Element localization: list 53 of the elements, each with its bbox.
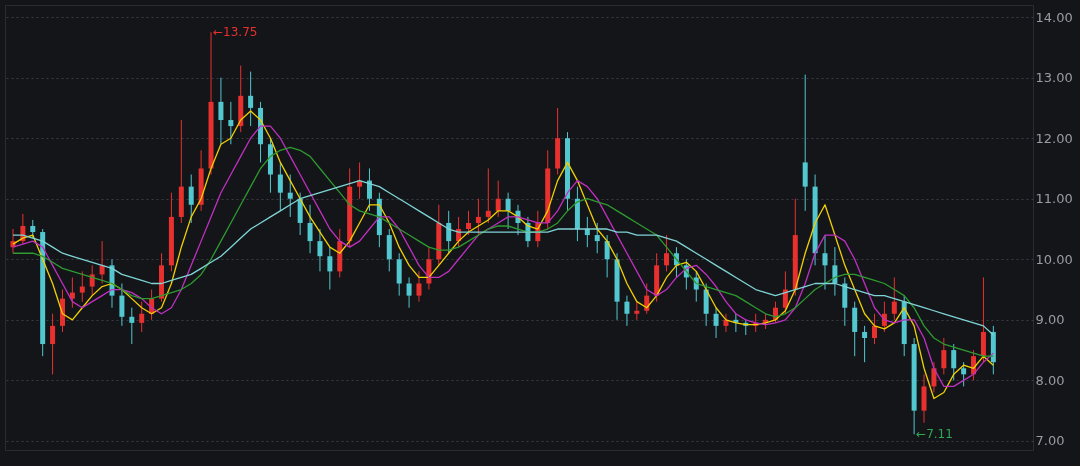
y-tick-label: 10.00 [1035, 251, 1073, 267]
candlestick [248, 71, 254, 127]
candlestick [961, 361, 967, 387]
candlestick [446, 210, 452, 254]
candlestick [505, 192, 511, 230]
candlestick [723, 313, 729, 333]
candlestick [822, 234, 828, 291]
candlestick [129, 307, 135, 345]
candlestick [872, 313, 878, 345]
annotation: ←13.75 [213, 25, 258, 40]
candlestick [664, 234, 670, 272]
candlestick [941, 337, 947, 375]
candlestick [466, 210, 471, 236]
y-tick-label: 11.00 [1035, 191, 1073, 207]
candlestick [931, 361, 937, 393]
candlestick [594, 222, 600, 254]
y-tick-label: 8.00 [1035, 372, 1065, 388]
candlestick [218, 77, 224, 145]
candlestick [50, 313, 56, 375]
candlestick [891, 276, 897, 321]
candlestick [485, 167, 491, 224]
candlestick [713, 307, 719, 339]
y-tick-label: 9.00 [1035, 312, 1065, 328]
candlestick [228, 101, 234, 145]
candlestick [693, 270, 699, 303]
candlestick [495, 180, 501, 218]
candlestick [624, 295, 630, 327]
candlestick [475, 198, 481, 236]
candlestick [832, 246, 838, 297]
candlestick [287, 174, 293, 218]
candlestick [951, 343, 957, 381]
candlestick [604, 234, 610, 278]
annotation: ←7.11 [916, 427, 953, 442]
candlestick [69, 276, 75, 309]
candlestick [862, 325, 868, 363]
candlestick [139, 301, 145, 333]
candlestick [30, 219, 36, 239]
candlestick [327, 246, 333, 291]
y-tick-label: 12.00 [1035, 130, 1073, 146]
candlestick [119, 283, 125, 327]
candlestick [366, 167, 372, 212]
candlestick [416, 270, 422, 303]
candlestick [188, 174, 194, 224]
candlestick [307, 204, 313, 254]
candlestick [79, 270, 85, 303]
candlestick [317, 228, 323, 272]
candlestick [406, 276, 412, 309]
candlestick [277, 161, 283, 212]
y-tick-label: 7.00 [1035, 433, 1065, 449]
y-tick-label: 14.00 [1035, 9, 1073, 25]
candlestick [89, 264, 95, 297]
candlestick [634, 301, 640, 321]
y-tick-label: 13.00 [1035, 70, 1073, 86]
